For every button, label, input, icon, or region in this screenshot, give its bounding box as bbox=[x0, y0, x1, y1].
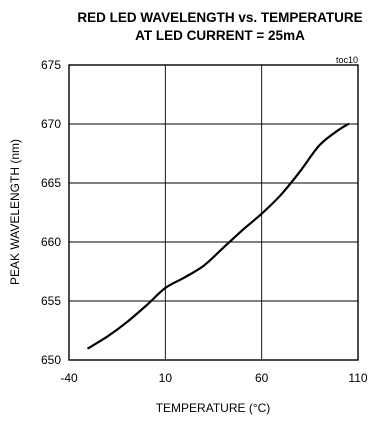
series-line bbox=[87, 122, 350, 350]
y-tick-label: 675 bbox=[41, 58, 61, 72]
y-tick-label: 650 bbox=[41, 353, 61, 367]
chart-subtitle: AT LED CURRENT = 25mA bbox=[135, 28, 305, 43]
chart-annotation: toc10 bbox=[336, 55, 358, 65]
series-group bbox=[87, 122, 350, 350]
y-tick-label: 665 bbox=[41, 176, 61, 190]
x-tick-label: -40 bbox=[60, 371, 78, 385]
x-tick-label: 110 bbox=[348, 371, 367, 385]
grid-lines bbox=[69, 65, 358, 360]
y-axis-ticks: 650 655 660 665 670 675 bbox=[41, 58, 61, 367]
plot-area-border bbox=[68, 64, 359, 361]
x-axis-label: TEMPERATURE (°C) bbox=[156, 401, 271, 415]
x-tick-label: 60 bbox=[255, 371, 269, 385]
chart-title: RED LED WAVELENGTH vs. TEMPERATURE bbox=[77, 10, 362, 25]
x-axis-ticks: -40 10 60 110 bbox=[60, 371, 368, 385]
y-axis-label: PEAK WAVELENGTH (nm) bbox=[8, 139, 22, 285]
y-tick-label: 660 bbox=[41, 235, 61, 249]
y-tick-label: 655 bbox=[41, 294, 61, 308]
y-tick-label: 670 bbox=[41, 117, 61, 131]
x-tick-label: 10 bbox=[159, 371, 173, 385]
